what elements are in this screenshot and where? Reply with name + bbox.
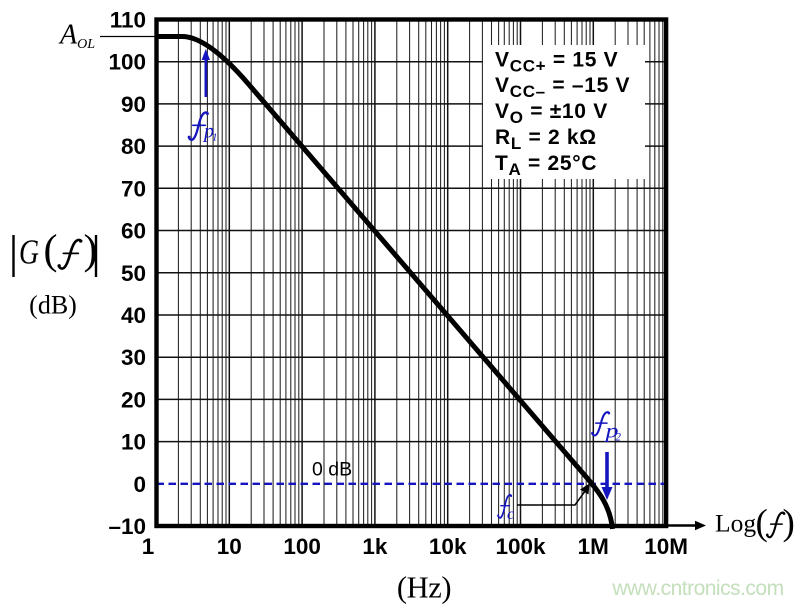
svg-text:(: ( (756, 503, 768, 544)
svg-text:p: p (603, 421, 619, 443)
svg-text:80: 80 (121, 134, 146, 159)
svg-text:Log: Log (715, 509, 756, 538)
svg-text:50: 50 (121, 261, 146, 286)
svg-text:100: 100 (108, 50, 146, 75)
svg-text:RL = 2 kΩ: RL = 2 kΩ (495, 126, 597, 153)
svg-text:1M: 1M (578, 534, 609, 559)
svg-text:10M: 10M (644, 534, 688, 559)
svg-text:(: ( (44, 228, 58, 274)
svg-text:10: 10 (217, 534, 242, 559)
svg-text:1: 1 (212, 132, 218, 144)
svg-text:AOL: AOL (58, 20, 95, 53)
svg-text:): ) (84, 228, 98, 274)
svg-text:): ) (783, 503, 795, 544)
svg-text:10k: 10k (429, 534, 467, 559)
svg-text:1k: 1k (362, 534, 388, 559)
svg-text:40: 40 (121, 303, 146, 328)
svg-text:–10: –10 (108, 514, 146, 539)
svg-text:www.cntronics.com: www.cntronics.com (611, 577, 783, 600)
svg-text:30: 30 (121, 345, 146, 370)
svg-text:c: c (507, 506, 514, 523)
svg-text:60: 60 (121, 219, 146, 244)
svg-text:10: 10 (121, 430, 146, 455)
svg-text:110: 110 (110, 8, 146, 33)
svg-text:0: 0 (133, 472, 146, 497)
svg-text:G: G (19, 233, 39, 272)
svg-text:1: 1 (142, 534, 155, 559)
svg-text:100: 100 (283, 534, 321, 559)
svg-text:100k: 100k (495, 534, 546, 559)
svg-text:0 dB: 0 dB (312, 459, 352, 481)
svg-text:70: 70 (121, 176, 146, 201)
svg-text:2: 2 (615, 430, 621, 444)
svg-text:(dB): (dB) (29, 291, 77, 320)
svg-text:(Hz): (Hz) (397, 571, 451, 605)
svg-text:90: 90 (121, 92, 146, 117)
svg-text:p: p (202, 121, 214, 143)
svg-text:20: 20 (121, 387, 146, 412)
